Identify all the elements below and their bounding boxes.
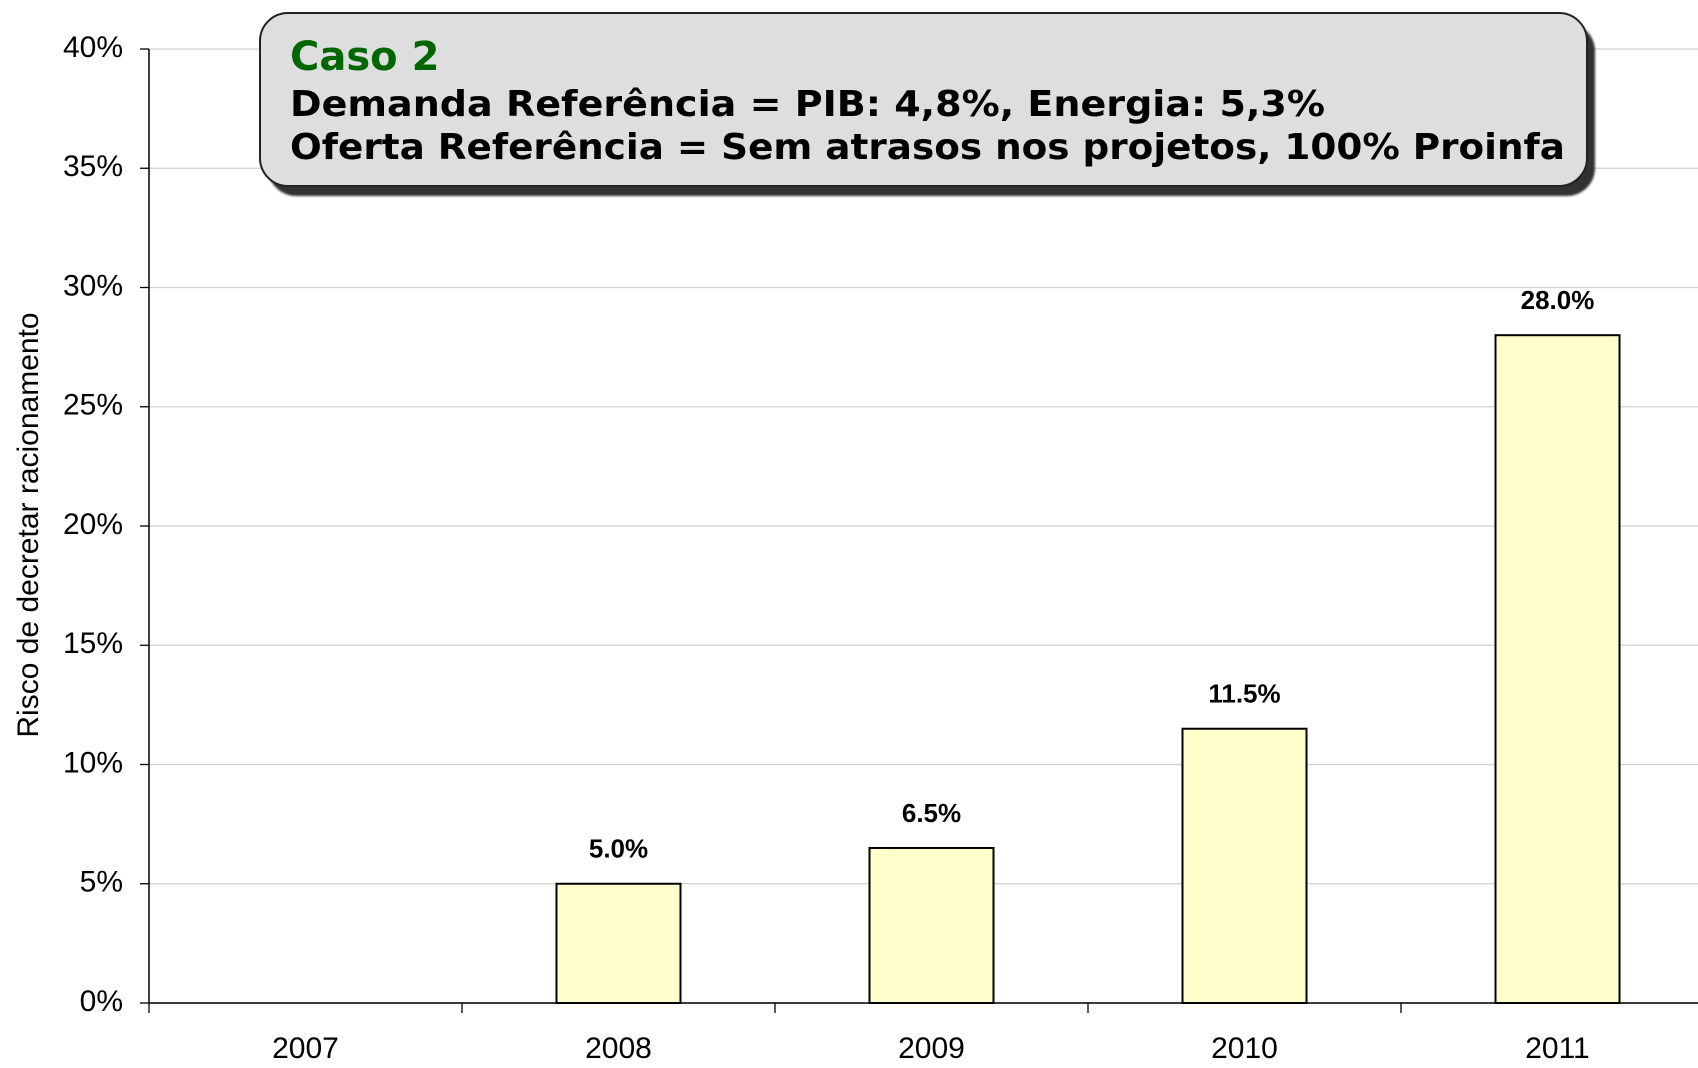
bar	[1181, 727, 1308, 1004]
y-tick-label: 30%	[63, 269, 123, 302]
x-tick-label: 2008	[585, 1032, 652, 1065]
annotation-title: Caso 2	[290, 34, 439, 80]
y-tick-label: 15%	[63, 627, 123, 660]
data-label: 28.0%	[1521, 285, 1595, 315]
data-label: 6.5%	[902, 798, 961, 828]
annotation-box: Caso 2 Demanda Referência = PIB: 4,8%, E…	[259, 12, 1591, 191]
y-tick-label: 0%	[80, 985, 123, 1018]
bar	[1494, 334, 1621, 1004]
annotation-line: Oferta Referência = Sem atrasos nos proj…	[290, 127, 1565, 168]
y-tick-label: 40%	[63, 31, 123, 64]
x-tick-label: 2007	[272, 1032, 339, 1065]
y-tick-label: 35%	[63, 150, 123, 183]
annotation-background	[259, 12, 1588, 187]
x-tick-label: 2010	[1211, 1032, 1278, 1065]
data-label: 11.5%	[1208, 679, 1280, 709]
x-tick-label: 2011	[1525, 1032, 1590, 1065]
annotation-line: Demanda Referência = PIB: 4,8%, Energia:…	[290, 84, 1325, 125]
y-axis-label: Risco de decretar racionamento	[12, 312, 45, 737]
y-tick-label: 20%	[63, 508, 123, 541]
y-tick-label: 5%	[80, 866, 123, 899]
y-tick-label: 10%	[63, 746, 123, 779]
bar	[555, 882, 682, 1004]
y-tick-label: 25%	[63, 389, 123, 422]
x-tick-label: 2009	[898, 1032, 965, 1065]
data-label: 5.0%	[589, 834, 648, 864]
bar	[868, 846, 995, 1004]
